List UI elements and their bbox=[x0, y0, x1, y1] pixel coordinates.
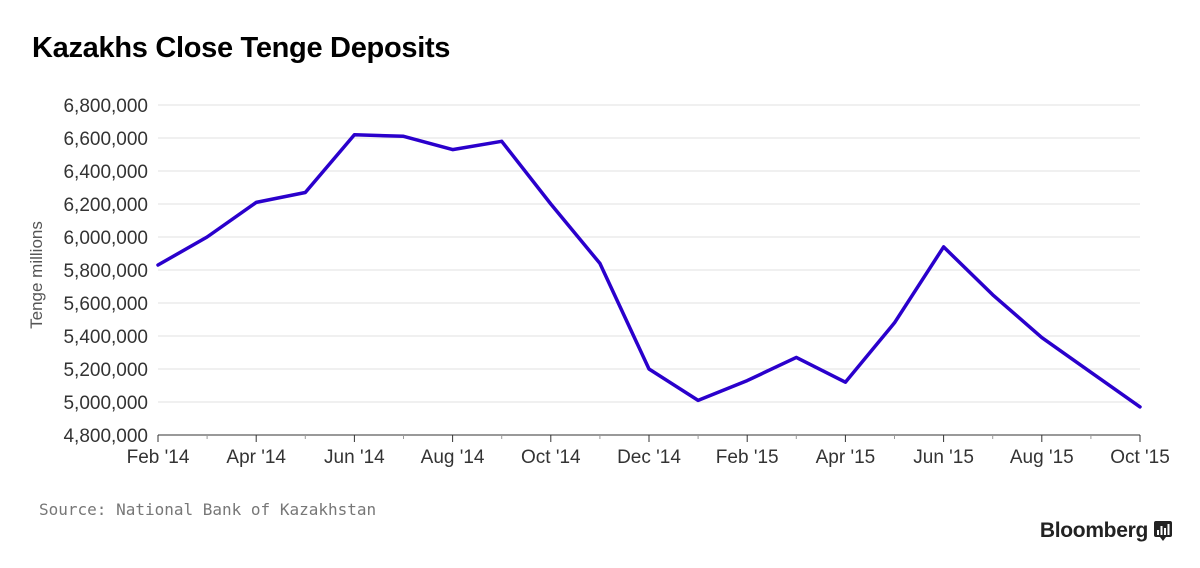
y-tick-label: 6,200,000 bbox=[63, 195, 148, 216]
series-line bbox=[156, 132, 1142, 409]
y-tick-label: 6,600,000 bbox=[63, 129, 148, 150]
gridlines bbox=[158, 104, 1140, 403]
y-tick-label: 5,000,000 bbox=[63, 393, 148, 414]
x-tick-label: Oct '15 bbox=[1110, 447, 1170, 468]
x-tick-label: Feb '14 bbox=[127, 447, 190, 468]
x-tick-label: Apr '14 bbox=[226, 447, 286, 468]
x-tick-label: Jun '15 bbox=[913, 447, 974, 468]
x-tick-label: Dec '14 bbox=[617, 447, 681, 468]
y-tick-label: 6,000,000 bbox=[63, 228, 148, 249]
y-tick-label: 6,800,000 bbox=[63, 96, 148, 117]
x-tick-label: Aug '14 bbox=[421, 447, 485, 468]
x-tick-label: Apr '15 bbox=[816, 447, 876, 468]
y-axis-ticks: 4,800,000 5,000,000 5,200,000 5,400,000 5,60… bbox=[63, 96, 148, 447]
x-tick-label: Feb '15 bbox=[716, 447, 779, 468]
x-tick-label: Aug '15 bbox=[1010, 447, 1074, 468]
y-tick-label: 5,200,000 bbox=[63, 360, 148, 381]
chart-title: Kazakhs Close Tenge Deposits bbox=[32, 32, 451, 64]
y-tick-label: 6,400,000 bbox=[63, 162, 148, 183]
y-tick-label: 5,400,000 bbox=[63, 327, 148, 348]
x-tick-label: Oct '14 bbox=[521, 447, 581, 468]
brand-logo: Bloomberg bbox=[1040, 519, 1172, 543]
brand-name: Bloomberg bbox=[1039, 519, 1148, 542]
series-layer bbox=[156, 132, 1142, 409]
y-tick-label: 5,800,000 bbox=[63, 261, 148, 282]
x-tick-label: Jun '14 bbox=[324, 447, 385, 468]
y-axis-label: Tenge millions bbox=[27, 221, 46, 329]
y-tick-label: 5,600,000 bbox=[63, 294, 148, 315]
bloomberg-chart-icon bbox=[1154, 521, 1172, 541]
x-axis-ticks: Feb '14 Apr '14 Jun '14 Aug '14 Oct '14 Dec '… bbox=[127, 435, 1170, 468]
y-tick-label: 4,800,000 bbox=[63, 426, 148, 447]
source-note: Source: National Bank of Kazakhstan bbox=[39, 500, 377, 519]
